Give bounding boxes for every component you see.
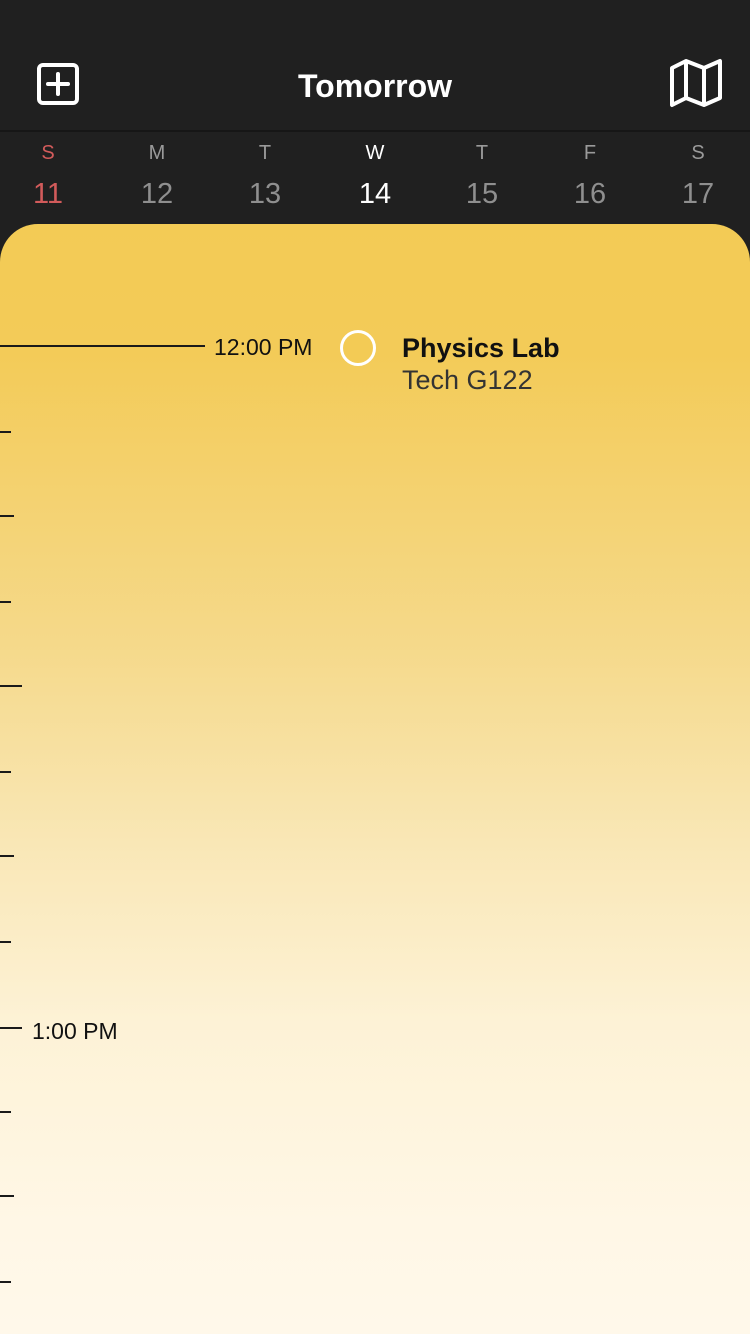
quarter-tick (0, 515, 14, 517)
event-location: Tech G122 (402, 365, 533, 395)
day-tuesday-13[interactable]: T 13 (225, 134, 305, 216)
half-hour-tick (0, 685, 22, 687)
day-monday-12[interactable]: M 12 (117, 134, 197, 216)
day-number: 14 (358, 178, 392, 210)
timeline-panel[interactable]: 12:00 PM 1:00 PM Physics Lab Tech G122 (0, 224, 750, 1334)
day-number: 17 (681, 178, 715, 210)
map-button[interactable] (668, 58, 724, 108)
day-number: 11 (32, 178, 64, 210)
quarter-tick (0, 601, 11, 603)
day-thursday-15[interactable]: T 15 (442, 134, 522, 216)
quarter-tick (0, 1111, 11, 1113)
day-of-week-label: S (41, 142, 55, 164)
map-icon (670, 59, 722, 107)
day-of-week-label: M (148, 142, 166, 164)
event-status-dot[interactable] (340, 330, 376, 366)
quarter-tick (0, 941, 11, 943)
day-number: 16 (573, 178, 607, 210)
header-divider (0, 130, 750, 132)
day-of-week-label: T (258, 142, 272, 164)
hour-line-12pm (0, 345, 205, 347)
top-bar: Tomorrow (0, 0, 750, 130)
day-of-week-label: T (475, 142, 489, 164)
week-strip: S 11 M 12 T 13 W 14 T 15 F 16 S 17 (0, 134, 750, 224)
day-wednesday-14[interactable]: W 14 (335, 134, 415, 216)
day-friday-16[interactable]: F 16 (550, 134, 630, 216)
hour-label-12pm: 12:00 PM (214, 334, 313, 360)
day-of-week-label: S (691, 142, 705, 164)
page-title: Tomorrow (297, 68, 453, 104)
hour-line-1pm (0, 1027, 22, 1029)
day-sunday-11[interactable]: S 11 (8, 134, 88, 216)
day-of-week-label: W (365, 142, 385, 164)
quarter-tick (0, 431, 11, 433)
day-number: 15 (465, 178, 499, 210)
event-title[interactable]: Physics Lab (402, 333, 560, 363)
hour-label-1pm: 1:00 PM (32, 1018, 118, 1044)
day-number: 13 (248, 178, 282, 210)
quarter-tick (0, 855, 14, 857)
day-of-week-label: F (583, 142, 597, 164)
quarter-tick (0, 1281, 11, 1283)
plus-square-icon (37, 63, 79, 105)
add-event-button[interactable] (36, 62, 80, 106)
quarter-tick (0, 771, 11, 773)
quarter-tick (0, 1195, 14, 1197)
day-saturday-17[interactable]: S 17 (658, 134, 738, 216)
day-number: 12 (140, 178, 174, 210)
